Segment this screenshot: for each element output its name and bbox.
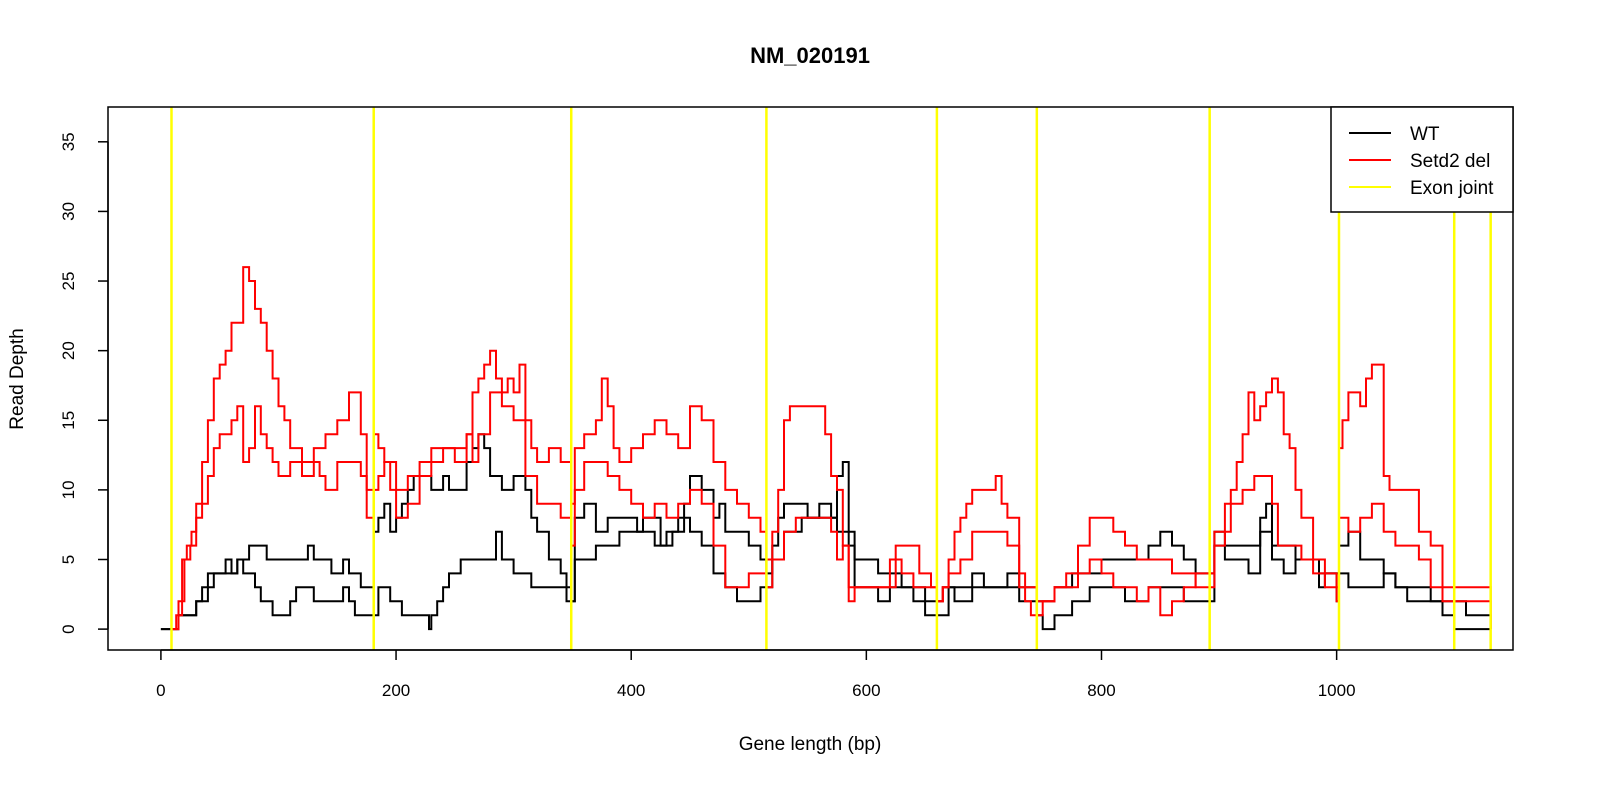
chart-title: NM_020191 [750,43,870,68]
legend: WT Setd2 del Exon joint [1330,106,1514,213]
y-tick-label: 0 [59,624,78,633]
y-tick-label: 20 [59,341,78,360]
y-tick-label: 15 [59,411,78,430]
y-tick-label: 10 [59,480,78,499]
legend-label-exon-joint: Exon joint [1410,178,1494,199]
x-tick-label: 0 [156,681,165,700]
x-axis-label: Gene length (bp) [739,734,882,755]
series-line-setd2-del-3 [172,391,1492,631]
y-tick-label: 25 [59,272,78,291]
x-tick-label: 600 [852,681,880,700]
y-tick-label: 5 [59,555,78,564]
x-axis: 0 200 400 600 800 1000 [156,649,1356,700]
y-tick-label: 30 [59,202,78,221]
plot-frame [107,106,1514,651]
y-axis: 0 5 10 15 20 25 30 35 [59,132,109,634]
y-axis-label: Read Depth [7,328,28,429]
x-tick-label: 200 [382,681,410,700]
series-line-setd2-del-2 [172,266,1492,631]
y-tick-label: 35 [59,132,78,151]
legend-label-wt: WT [1410,124,1440,145]
legend-label-setd2-del: Setd2 del [1410,151,1490,172]
x-tick-label: 1000 [1318,681,1356,700]
x-tick-label: 400 [617,681,645,700]
plot-lines [160,107,1492,650]
x-tick-label: 800 [1087,681,1115,700]
